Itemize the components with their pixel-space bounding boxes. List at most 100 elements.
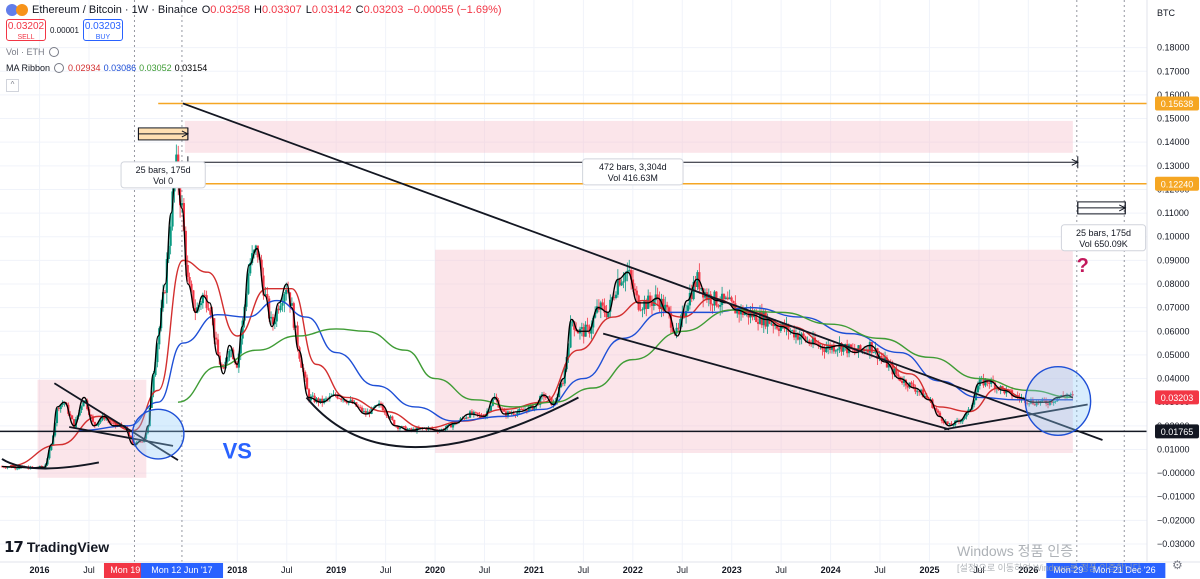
candle-body [364,410,367,415]
ma-value: 0.02934 [68,63,101,73]
candle-body [866,349,870,353]
volume-indicator[interactable]: Vol · ETH [6,47,506,57]
candle-body [194,307,197,313]
currency-label[interactable]: BTC [1157,8,1175,18]
candle-body [216,339,220,356]
ma-ribbon-indicator[interactable]: MA Ribbon 0.02934 0.03086 0.03052 0.03154 [6,63,506,73]
candle-body [82,401,85,407]
price-tick-label: 0.04000 [1157,374,1190,384]
collapse-legend-icon[interactable]: ^ [6,79,19,92]
candle-body [781,323,784,327]
candle-body [70,415,74,420]
tradingview-logo[interactable]: 𝟭𝟳 TradingView [4,538,109,556]
time-tick-label: 2026 [1018,565,1038,575]
candle-body [448,424,451,426]
sell-button[interactable]: 0.03202 SELL [6,19,46,41]
buy-button[interactable]: 0.03203 BUY [82,19,123,41]
candle-body [883,357,887,360]
time-tick-label: 2021 [524,565,544,575]
candle-body [508,411,511,414]
price-tick-label: 0.09000 [1157,255,1190,265]
candle-body [775,324,779,329]
candle-body [192,290,195,308]
price-tick-label: 0.08000 [1157,279,1190,289]
candle-body [548,396,551,398]
candle-body [919,389,923,392]
candle-body [840,343,843,352]
candle-body [319,398,322,403]
candle-body [1054,401,1057,402]
candle-body [827,345,830,349]
candle-body [108,420,112,423]
candle-body [612,297,616,299]
measure-label-line1: 25 bars, 175d [136,165,191,175]
candle-body [918,391,921,393]
ohlc-value: 0.03142 [311,4,352,16]
candle-body [249,262,252,274]
date-marker-label: Mon 19 Dec [110,565,159,575]
candle-body [1026,402,1029,404]
candle-body [1035,401,1038,406]
candle-body [412,429,415,431]
candle-body [912,383,915,389]
candle-body [150,392,153,408]
price-tag-label: 0.01765 [1161,427,1194,437]
candle-body [1052,401,1055,404]
candle-body [993,382,997,390]
gear-icon[interactable]: ⚙ [1172,558,1183,572]
candle-body [847,344,851,354]
trade-buttons: 0.03202 SELL 0.00001 0.03203 BUY [6,19,506,41]
candle-body [340,398,343,400]
candle-body [948,423,951,425]
candle-body [677,327,680,329]
candle-body [269,316,273,319]
eye-icon[interactable] [48,47,59,57]
candle-body [393,419,396,426]
time-tick-label: Jul [775,565,787,575]
candle-body [889,364,892,366]
candle-body [230,349,233,351]
candle-body [550,397,553,406]
candle-body [476,412,479,415]
candle-body [726,297,729,300]
candle-body [902,379,906,383]
candle-body [849,344,853,349]
time-tick-label: 2024 [821,565,841,575]
symbol-title[interactable]: Ethereum / Bitcoin · 1W · Binance [32,4,198,16]
candle-body [552,402,555,406]
candle-body [834,350,837,352]
candle-body [410,428,413,431]
candle-body [188,277,191,284]
ma-value: 0.03154 [174,63,208,73]
candle-body [305,377,309,390]
candle-body [804,336,807,341]
candle-body [467,417,470,419]
candle-body [1050,400,1053,404]
candle-body [336,395,339,399]
candle-body [755,312,758,323]
ohlc-key: L [305,4,312,16]
price-tag-label: 0.12240 [1161,179,1194,189]
candle-body [1065,395,1069,398]
candle-body [777,328,781,331]
time-axis[interactable]: 2016 Jul 2018 Jul 2019 Jul 2020 Jul 2021 Jul 2022 J… [0,561,1200,579]
tradingview-wordmark: TradingView [26,539,110,555]
ma-settings-icon[interactable] [54,63,65,73]
symbol-row[interactable]: Ethereum / Bitcoin · 1W · Binance O0.032… [6,4,506,16]
candle-body [576,330,580,334]
candle-body [628,270,631,271]
price-axis[interactable]: 0.18000 0.17000 0.16000 0.15000 0.14000 0.130… [1146,0,1200,579]
candle-body [648,295,652,303]
measure-label-box [120,161,206,189]
candle-body [700,288,703,290]
candle-body [724,297,727,300]
candle-body [404,426,407,431]
candle-body [215,337,218,340]
candle-body [398,427,402,429]
time-tick-label: 2018 [227,565,247,575]
time-tick-label: 2022 [623,565,643,575]
candle-body [643,300,646,310]
drawings-layer[interactable] [0,102,1147,470]
candle-body [351,399,354,404]
